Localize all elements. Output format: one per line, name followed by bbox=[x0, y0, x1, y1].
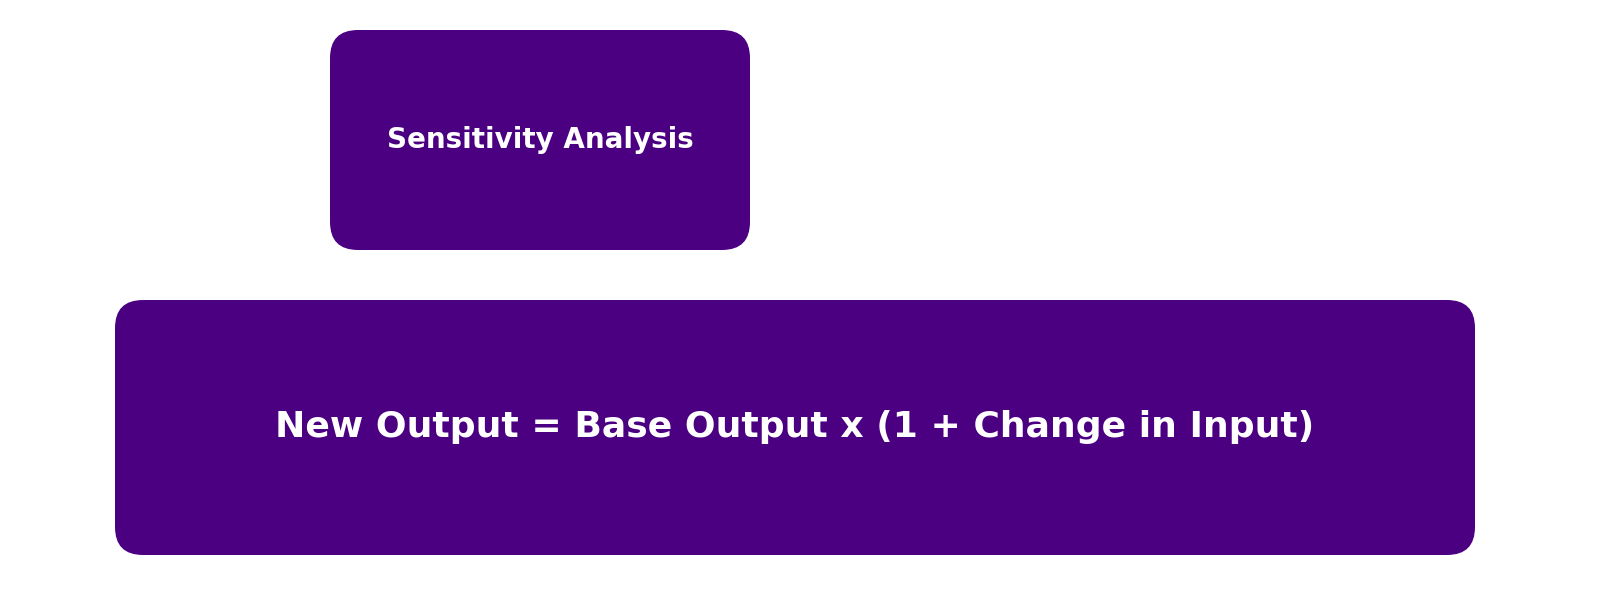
Text: Sensitivity Analysis: Sensitivity Analysis bbox=[387, 126, 693, 154]
FancyBboxPatch shape bbox=[115, 300, 1475, 555]
FancyBboxPatch shape bbox=[330, 30, 750, 250]
Text: New Output = Base Output x (1 + Change in Input): New Output = Base Output x (1 + Change i… bbox=[275, 410, 1315, 445]
